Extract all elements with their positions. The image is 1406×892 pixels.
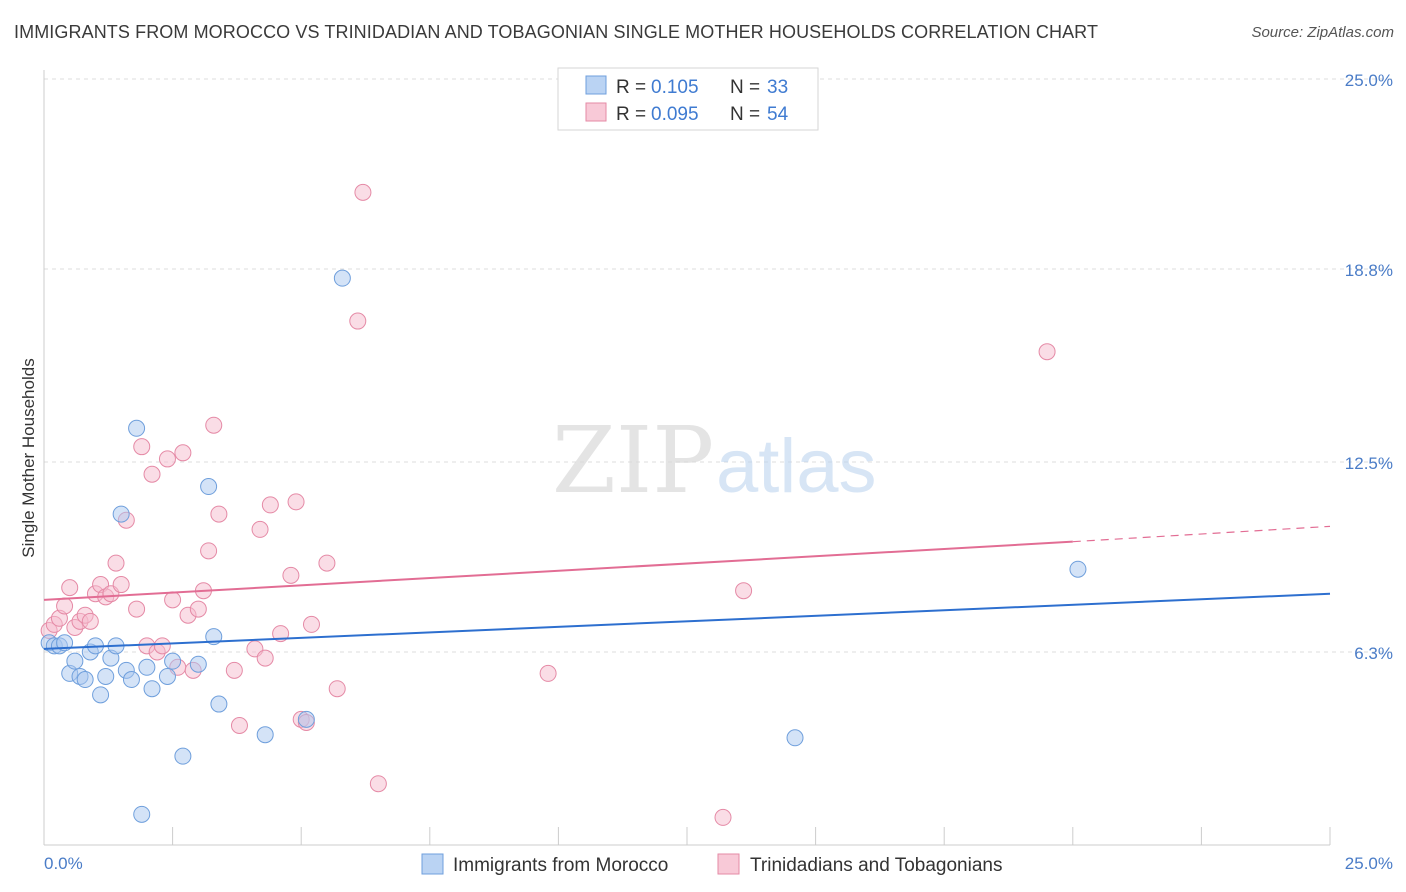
data-point-blue: [1069, 560, 1087, 578]
data-point-pink: [133, 438, 151, 456]
y-tick-label: 6.3%: [1354, 644, 1393, 663]
data-point-blue: [92, 686, 110, 704]
data-point-blue: [66, 652, 84, 670]
y-tick-labels: 6.3% 12.5% 18.8% 25.0%: [1345, 71, 1393, 663]
data-point-pink: [282, 566, 300, 584]
bottom-legend-label-blue: Immigrants from Morocco: [453, 855, 668, 876]
data-point-pink: [287, 493, 305, 511]
data-point-pink: [112, 576, 130, 594]
data-point-blue: [174, 747, 192, 765]
trendline-extension-pink: [1072, 525, 1331, 543]
data-point-pink: [81, 612, 99, 630]
data-point-pink: [107, 554, 125, 572]
data-point-pink: [210, 505, 228, 523]
data-point-pink: [225, 661, 243, 679]
bottom-legend-swatch-pink: [717, 853, 740, 875]
data-point-blue: [122, 671, 140, 689]
data-point-pink: [261, 496, 279, 514]
data-point-pink: [251, 520, 269, 538]
legend-n-value-pink: 54: [767, 104, 789, 125]
legend-swatch-blue: [585, 75, 607, 95]
data-point-pink: [56, 597, 74, 615]
data-point-pink: [164, 591, 182, 609]
data-point-blue: [128, 419, 146, 437]
data-point-pink: [189, 600, 207, 618]
data-point-pink: [200, 542, 218, 560]
data-point-blue: [200, 478, 218, 496]
y-axis-label: Single Mother Households: [19, 358, 38, 557]
data-point-pink: [369, 775, 387, 793]
watermark-zip: ZIP: [552, 407, 714, 514]
watermark-atlas: atlas: [716, 424, 877, 509]
data-point-pink: [61, 579, 79, 597]
data-point-blue: [189, 655, 207, 673]
correlation-legend: R = 0.105 N = 33 R = 0.095 N = 54: [557, 67, 819, 131]
data-point-pink: [318, 554, 336, 572]
data-point-pink: [174, 444, 192, 462]
bottom-legend-swatch-blue: [421, 853, 444, 875]
data-point-blue: [256, 726, 274, 744]
x-tick-label-left: 0.0%: [44, 854, 83, 873]
data-point-pink: [349, 312, 367, 330]
trendline-blue: [43, 592, 1331, 650]
y-tick-label: 18.8%: [1345, 261, 1393, 280]
y-tick-label: 12.5%: [1345, 454, 1393, 473]
data-point-pink: [158, 450, 176, 468]
chart-title: IMMIGRANTS FROM MOROCCO VS TRINIDADIAN A…: [14, 22, 1099, 42]
legend-r-value-pink: 0.095: [651, 104, 699, 125]
data-point-blue: [333, 269, 351, 287]
legend-n-label-pink: N =: [730, 104, 760, 125]
y-tick-label: 25.0%: [1345, 71, 1393, 90]
x-tick-marks: [172, 827, 1331, 845]
x-tick-label-right: 25.0%: [1345, 854, 1393, 873]
data-point-pink: [128, 600, 146, 618]
data-point-blue: [210, 695, 228, 713]
data-point-pink: [735, 582, 753, 600]
data-point-blue: [786, 729, 804, 747]
legend-n-label-blue: N =: [730, 77, 760, 98]
data-point-pink: [354, 183, 372, 201]
data-point-blue: [56, 634, 74, 652]
legend-r-label-blue: R =: [616, 77, 646, 98]
data-point-pink: [1038, 343, 1056, 361]
data-point-blue: [138, 658, 156, 676]
legend-swatch-pink: [585, 102, 607, 122]
gridlines: [44, 78, 1393, 653]
data-point-pink: [143, 465, 161, 483]
bottom-legend-label-pink: Trinidadians and Tobagonians: [750, 855, 1002, 876]
data-point-pink: [230, 717, 248, 735]
data-point-pink: [714, 808, 732, 826]
data-point-blue: [143, 680, 161, 698]
trendlines: [43, 525, 1331, 650]
data-point-pink: [302, 615, 320, 633]
data-point-pink: [539, 664, 557, 682]
data-point-blue: [297, 710, 315, 728]
series-legend: Immigrants from Morocco Trinidadians and…: [421, 853, 1002, 876]
legend-n-value-blue: 33: [767, 77, 788, 98]
data-point-pink: [153, 637, 171, 655]
series-trinidadians-points: [40, 183, 1056, 826]
data-point-blue: [133, 805, 151, 823]
source-credit: Source: ZipAtlas.com: [1251, 24, 1394, 41]
data-point-blue: [76, 671, 94, 689]
data-point-pink: [256, 649, 274, 667]
data-point-blue: [112, 505, 130, 523]
data-point-pink: [328, 680, 346, 698]
data-point-blue: [158, 667, 176, 685]
legend-r-value-blue: 0.105: [651, 77, 699, 98]
data-point-blue: [97, 667, 115, 685]
data-point-blue: [164, 652, 182, 670]
series-morocco-points: [40, 269, 1087, 823]
trendline-pink: [43, 540, 1073, 601]
data-point-pink: [205, 416, 223, 434]
legend-r-label-pink: R =: [616, 104, 646, 125]
